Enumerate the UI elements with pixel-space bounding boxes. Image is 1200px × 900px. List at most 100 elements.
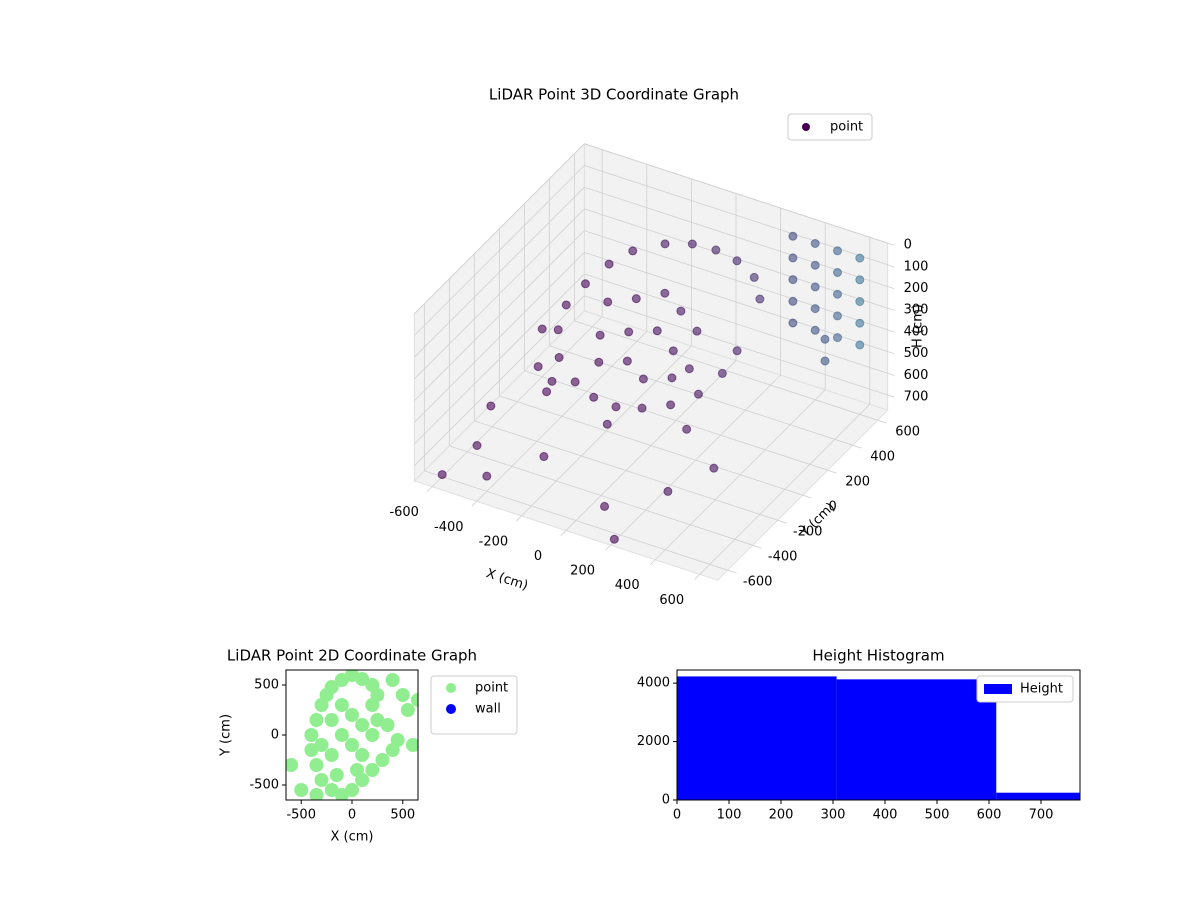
x-tick-label: 500 xyxy=(390,808,415,823)
grid-line xyxy=(414,295,585,466)
grid-line xyxy=(414,208,585,380)
x-tick-label: 400 xyxy=(873,808,898,823)
point xyxy=(667,373,677,383)
point xyxy=(855,275,865,285)
tick-mark xyxy=(852,444,862,449)
point xyxy=(810,260,820,270)
point xyxy=(709,463,719,473)
chart-title: Height Histogram xyxy=(812,647,944,665)
point xyxy=(833,333,842,343)
tick-mark xyxy=(887,286,895,290)
y-tick-label: 0 xyxy=(828,500,836,515)
point xyxy=(385,743,400,757)
point xyxy=(472,441,482,451)
point xyxy=(788,275,798,285)
point xyxy=(663,486,673,496)
x-tick-label: 300 xyxy=(821,808,846,823)
point xyxy=(570,377,580,387)
y-tick-label: 0 xyxy=(662,793,670,808)
bar xyxy=(836,679,997,800)
point xyxy=(539,452,549,462)
tick-mark xyxy=(887,394,895,398)
tick-mark xyxy=(649,559,656,566)
point xyxy=(580,279,590,289)
legend-label: point xyxy=(830,120,863,135)
point xyxy=(810,304,820,314)
x-tick-label: -600 xyxy=(389,505,419,520)
x-tick-label: 700 xyxy=(1029,808,1054,823)
point xyxy=(855,318,865,328)
point xyxy=(365,698,380,712)
x-tick-label: 500 xyxy=(925,808,950,823)
z-tick-label: 600 xyxy=(904,368,929,383)
point xyxy=(810,239,820,249)
point xyxy=(547,376,557,386)
z-tick-label: 0 xyxy=(904,238,912,253)
z-tick-label: 700 xyxy=(904,389,929,404)
point xyxy=(355,718,370,732)
tick-mark xyxy=(471,501,478,507)
point xyxy=(624,327,634,337)
tick-mark xyxy=(605,544,611,551)
legend-label: Height xyxy=(1020,682,1063,697)
point xyxy=(355,748,370,762)
grid-line xyxy=(414,186,585,358)
point xyxy=(609,534,619,544)
x-tick-label: 600 xyxy=(977,808,1002,823)
y-tick-label: 0 xyxy=(271,728,279,743)
tick-mark xyxy=(727,569,737,574)
legend-box xyxy=(976,675,1074,703)
legend-marker xyxy=(446,704,456,714)
bar xyxy=(996,792,1080,800)
grid-line xyxy=(414,273,585,445)
point xyxy=(553,325,563,335)
point xyxy=(602,419,612,429)
point xyxy=(611,402,621,412)
x-tick-label: 0 xyxy=(534,549,542,564)
y-tick-label: -200 xyxy=(793,525,823,540)
point xyxy=(855,253,865,263)
point xyxy=(603,297,613,307)
point xyxy=(604,259,614,269)
point xyxy=(820,356,830,366)
point xyxy=(411,693,418,707)
point xyxy=(314,773,329,787)
point xyxy=(684,364,694,374)
grid-line xyxy=(414,143,585,315)
point xyxy=(437,470,447,480)
legend-marker xyxy=(446,683,456,693)
grid-line xyxy=(574,320,878,421)
grid-line xyxy=(414,230,585,401)
chart-title: LiDAR Point 3D Coordinate Graph xyxy=(489,86,739,104)
x-tick-label: -400 xyxy=(434,520,464,535)
y-tick-label: 600 xyxy=(895,425,920,440)
tick-mark xyxy=(877,419,887,424)
tick-mark xyxy=(802,494,812,499)
x-tick-label: -500 xyxy=(286,808,316,823)
point xyxy=(682,424,692,434)
grid-line xyxy=(524,370,828,471)
grid-line xyxy=(584,273,888,374)
point xyxy=(660,288,670,298)
point xyxy=(855,297,865,307)
grid-line xyxy=(449,445,753,546)
z-axis-label: H (cm) xyxy=(911,304,926,348)
point xyxy=(810,282,820,292)
point xyxy=(833,311,842,321)
z-tick-label: 200 xyxy=(904,281,929,296)
point xyxy=(334,698,349,712)
x-tick-label: 0 xyxy=(673,808,681,823)
point xyxy=(855,340,865,350)
z-tick-label: 300 xyxy=(904,303,929,318)
grid-line xyxy=(424,470,728,571)
point xyxy=(365,728,380,742)
point xyxy=(833,246,842,256)
point xyxy=(749,272,759,282)
point xyxy=(732,346,742,356)
y-tick-label: 2000 xyxy=(637,734,670,749)
legend-marker xyxy=(984,684,1012,694)
tick-mark xyxy=(887,242,895,246)
axes-frame xyxy=(676,669,1081,801)
point xyxy=(732,256,742,266)
point xyxy=(355,672,370,686)
